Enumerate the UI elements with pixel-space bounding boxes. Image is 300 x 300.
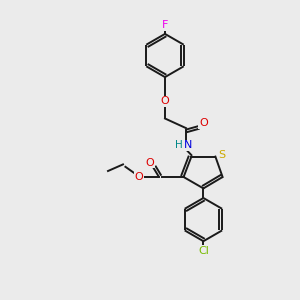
Text: O: O [146,158,154,168]
Text: S: S [218,150,226,160]
Text: O: O [160,96,169,106]
Text: O: O [199,118,208,128]
Text: N: N [184,140,192,151]
Text: Cl: Cl [198,246,209,256]
Text: O: O [134,172,143,182]
Text: H: H [175,140,182,151]
Text: F: F [162,20,168,30]
